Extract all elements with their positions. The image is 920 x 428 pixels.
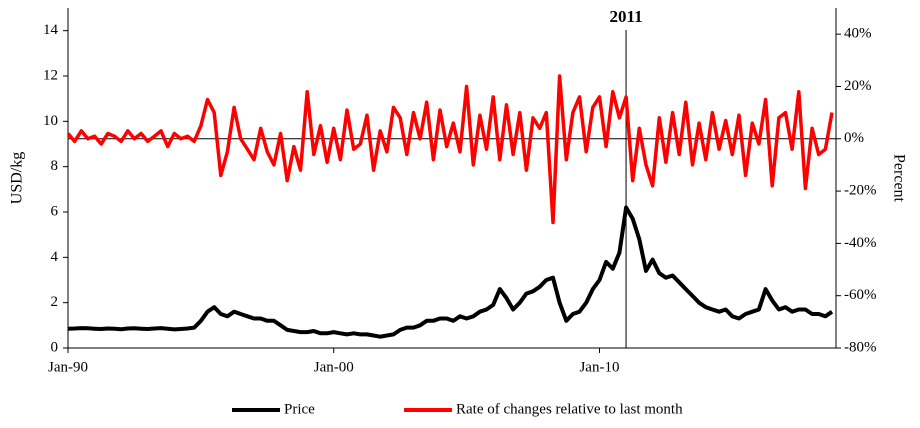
y2-tick-label: 20% [844,78,872,94]
series-line [66,74,834,225]
y-tick-label: 6 [51,203,59,219]
series-line [67,205,834,339]
y-tick-label: 10 [43,113,58,129]
x-tick-label: Jan-00 [314,359,354,375]
y2-tick-label: -80% [844,339,877,355]
y2-tick-label: 0% [844,130,864,146]
y-axis-title: USD/kg [9,152,26,204]
y-tick-label: 8 [51,158,59,174]
y-tick-label: 2 [51,294,59,310]
y-tick-label: 14 [43,22,59,38]
y2-tick-label: -20% [844,183,877,199]
annotation: 2011 [610,7,643,26]
y2-tick-label: -40% [844,235,877,251]
y-tick-label: 12 [43,67,58,83]
legend-label: Price [284,401,315,417]
y-tick-label: 4 [51,249,59,265]
y-tick-label: 0 [51,339,59,355]
x-tick-label: Jan-10 [579,359,619,375]
legend-label: Rate of changes relative to last month [456,401,683,417]
y2-tick-label: -60% [844,287,877,303]
y2-tick-label: 40% [844,26,872,42]
x-tick-label: Jan-90 [48,359,88,375]
y2-axis-title: Percent [890,154,907,203]
